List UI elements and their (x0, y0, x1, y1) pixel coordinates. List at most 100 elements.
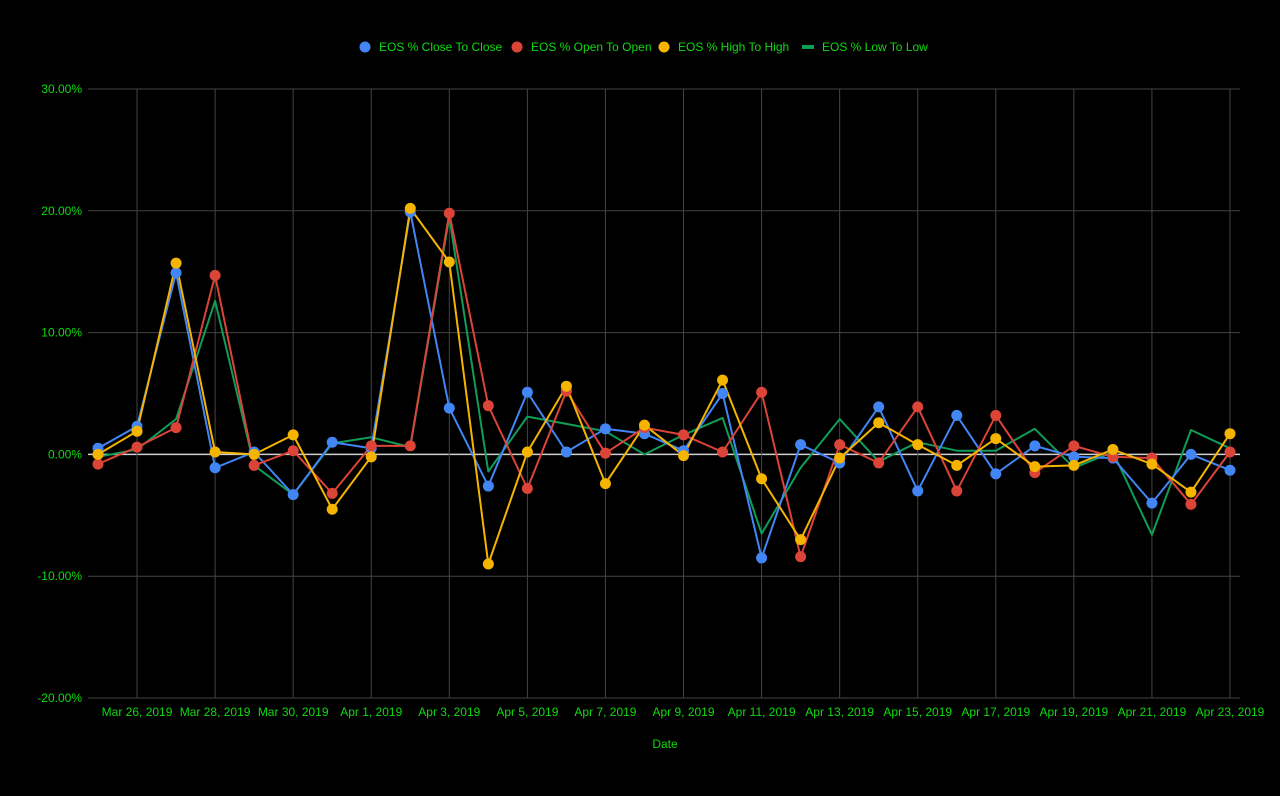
data-point-series-1 (1224, 446, 1236, 458)
data-point-series-1 (912, 401, 924, 413)
data-point-series-1 (795, 551, 807, 563)
data-point-series-2 (678, 450, 690, 462)
legend-label: EOS % Close To Close (379, 40, 502, 54)
data-point-series-0 (209, 462, 221, 474)
data-point-series-2 (326, 503, 338, 515)
legend-marker (511, 41, 523, 53)
data-point-series-2 (248, 448, 260, 460)
data-point-series-2 (912, 439, 924, 451)
data-point-series-0 (990, 468, 1002, 480)
series-line-3 (97, 215, 1231, 536)
data-point-series-1 (92, 458, 104, 470)
legend-label: EOS % Open To Open (531, 40, 652, 54)
data-point-series-0 (482, 480, 494, 492)
data-point-series-0 (717, 388, 729, 399)
data-point-series-2 (599, 478, 611, 490)
x-tick-label: Apr 13, 2019 (805, 705, 874, 719)
data-point-series-1 (248, 459, 260, 471)
y-tick-label: 30.00% (41, 82, 82, 96)
data-point-series-1 (1068, 440, 1080, 452)
data-point-series-0 (1146, 497, 1158, 509)
series-line-2 (97, 207, 1231, 565)
data-point-series-2 (131, 425, 143, 437)
x-tick-label: Apr 5, 2019 (496, 705, 558, 719)
data-point-series-2 (756, 473, 768, 485)
gridlines (88, 88, 1240, 699)
data-point-series-0 (756, 552, 768, 564)
x-tick-label: Apr 15, 2019 (883, 705, 952, 719)
data-point-series-2 (1107, 444, 1119, 456)
data-point-series-0 (912, 485, 924, 497)
data-point-series-1 (717, 446, 729, 458)
data-point-series-1 (756, 386, 768, 398)
data-point-series-2 (990, 433, 1002, 445)
data-point-series-0 (443, 402, 455, 414)
data-point-series-2 (443, 256, 455, 268)
data-point-series-2 (1224, 428, 1236, 440)
data-point-series-0 (1185, 448, 1197, 460)
y-tick-label: -20.00% (37, 691, 82, 705)
data-point-series-2 (1068, 459, 1080, 471)
data-point-series-0 (599, 423, 611, 435)
legend-marker (802, 45, 814, 49)
legend-label: EOS % High To High (678, 40, 789, 54)
data-point-series-0 (951, 409, 963, 421)
data-point-series-2 (795, 534, 807, 546)
x-tick-label: Apr 7, 2019 (574, 705, 636, 719)
data-point-series-1 (990, 409, 1002, 421)
series-line-0 (97, 211, 1231, 559)
x-tick-label: Apr 23, 2019 (1196, 705, 1265, 719)
x-tick-label: Mar 26, 2019 (102, 705, 173, 719)
data-point-series-2 (717, 374, 729, 386)
data-point-series-2 (404, 202, 416, 214)
x-tick-label: Apr 9, 2019 (652, 705, 714, 719)
data-point-series-0 (1068, 451, 1080, 463)
data-point-series-2 (1146, 458, 1158, 470)
data-point-series-0 (170, 267, 182, 279)
legend-marker (359, 41, 371, 53)
data-point-series-1 (131, 441, 143, 453)
data-point-series-1 (873, 457, 885, 469)
data-point-series-1 (326, 487, 338, 499)
legend-label: EOS % Low To Low (822, 40, 928, 54)
x-tick-label: Apr 1, 2019 (340, 705, 402, 719)
legend: EOS % Close To Close EOS % Open To Open EO… (359, 40, 928, 54)
x-tick-label: Apr 19, 2019 (1040, 705, 1109, 719)
data-point-series-1 (170, 422, 182, 434)
data-point-series-2 (209, 446, 221, 458)
y-tick-label: -10.00% (37, 569, 82, 583)
x-tick-label: Apr 3, 2019 (418, 705, 480, 719)
data-point-series-0 (873, 401, 885, 413)
y-tick-label: 20.00% (41, 204, 82, 218)
data-point-series-1 (521, 483, 533, 495)
data-point-series-2 (560, 380, 572, 392)
data-point-series-1 (599, 447, 611, 459)
axis-labels: 30.00% 20.00% 10.00% 0.00% -10.00% -20.00% Mar… (37, 82, 1264, 719)
data-point-series-2 (482, 558, 494, 570)
data-point-series-1 (404, 440, 416, 452)
y-tick-label: 10.00% (41, 326, 82, 340)
series-line-1 (97, 212, 1231, 558)
data-point-series-2 (521, 446, 533, 458)
legend-marker (658, 41, 670, 53)
data-point-series-2 (170, 257, 182, 269)
data-point-series-2 (951, 459, 963, 471)
data-point-series-0 (560, 446, 572, 458)
x-tick-label: Apr 11, 2019 (728, 705, 796, 719)
x-tick-label: Mar 28, 2019 (180, 705, 251, 719)
data-point-series-2 (873, 417, 885, 429)
data-point-series-1 (1185, 498, 1197, 510)
x-axis-title: Date (652, 737, 678, 751)
x-tick-label: Apr 17, 2019 (961, 705, 1030, 719)
data-point-series-0 (326, 436, 338, 448)
data-point-series-2 (365, 451, 377, 463)
data-point-series-0 (795, 439, 807, 451)
data-point-series-2 (638, 419, 650, 431)
series-layer (92, 202, 1236, 570)
data-point-series-2 (1185, 486, 1197, 498)
data-point-series-1 (482, 400, 494, 412)
data-point-series-0 (1029, 440, 1041, 452)
